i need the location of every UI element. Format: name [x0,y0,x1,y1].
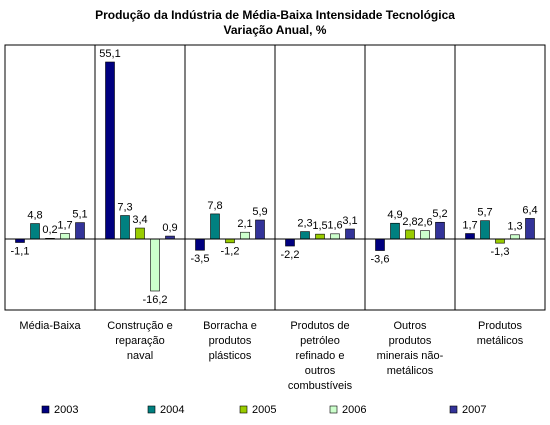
data-label: 5,2 [432,208,447,220]
data-label: 2,3 [297,217,312,229]
data-label: 0,2 [42,224,57,236]
bar [30,223,40,240]
data-label: -3,5 [191,253,210,265]
bar [105,61,115,240]
chart-subtitle: Variação Anual, % [224,23,327,37]
data-label: -1,3 [491,246,510,258]
bar [420,230,430,240]
legend-swatch [239,405,248,414]
data-label: 55,1 [99,48,120,60]
bar [375,238,385,251]
bar [75,222,85,240]
x-tick-label: Média-Baixa [19,320,81,332]
data-label: 3,4 [132,214,147,226]
data-label: -1,2 [221,246,240,258]
bar [210,213,220,240]
legend-swatch [41,405,50,414]
bar [405,229,415,240]
bar [495,238,505,244]
data-label: -1,1 [11,245,30,257]
data-label: 0,9 [162,222,177,234]
bar [255,219,265,240]
bar [60,233,70,240]
bar [345,228,355,240]
data-label: 3,1 [342,215,357,227]
bar [510,234,520,240]
bar [315,233,325,240]
bar [240,231,250,240]
bar [330,233,340,240]
data-label: -2,2 [281,249,300,261]
data-label: 4,9 [387,209,402,221]
legend-label: 2003 [54,404,78,416]
legend-label: 2007 [462,404,486,416]
x-tick-label: Construção e reparação naval [107,320,173,362]
bar [300,231,310,240]
bar [135,227,145,240]
bar [285,238,295,247]
data-label: -16,2 [142,294,167,306]
data-label: 4,8 [27,209,42,221]
data-label: 5,7 [477,207,492,219]
legend-swatch [449,405,458,414]
bar [435,221,445,240]
data-label: 5,1 [72,208,87,220]
bar [390,222,400,240]
chart-title: Produção da Indústria de Média-Baixa Int… [95,8,455,22]
bar [225,238,235,244]
legend-swatch [329,405,338,414]
data-label: 1,5 [312,220,327,232]
data-label: 1,7 [57,219,72,231]
bar [15,238,25,243]
data-label: 5,9 [252,206,267,218]
data-label: 7,3 [117,201,132,213]
legend-swatch [147,405,156,414]
data-label: 1,6 [327,220,342,232]
data-label: 1,3 [507,221,522,233]
legend-label: 2005 [252,404,276,416]
bar [120,215,130,240]
bar [465,233,475,240]
x-tick-label: Outros produtos minerais não-metálicos [376,320,444,377]
data-label: 6,4 [522,204,537,216]
bar [195,238,205,251]
x-tick-label: Produtos de petróleo refinado e outros c… [287,320,353,392]
x-tick-label: Produtos metálicos [476,320,524,347]
legend-label: 2006 [342,404,366,416]
data-label: 1,7 [462,219,477,231]
bar [150,238,160,292]
data-label: 2,8 [402,216,417,228]
data-label: 2,6 [417,217,432,229]
x-tick-label: Borracha e produtos plásticos [203,320,257,362]
data-label: 7,8 [207,200,222,212]
bar [525,218,535,240]
legend-label: 2004 [160,404,184,416]
data-label: 2,1 [237,218,252,230]
bar [480,220,490,240]
data-label: -3,6 [371,253,390,265]
